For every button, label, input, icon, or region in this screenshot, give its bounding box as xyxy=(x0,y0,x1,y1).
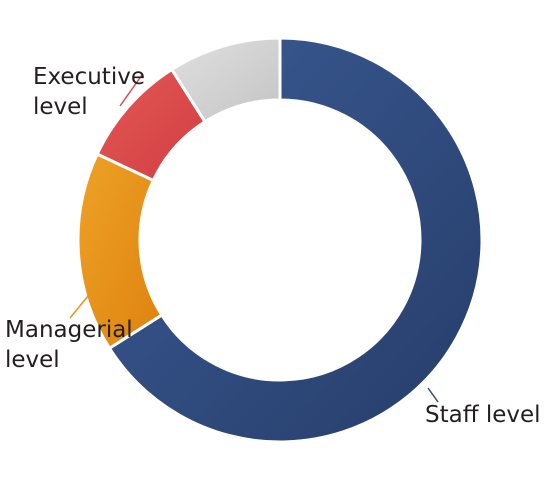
leader-line-staff-level xyxy=(427,387,439,403)
label-staff-level: Staff level xyxy=(425,402,541,428)
leader-lines xyxy=(69,74,439,403)
slice-staff-level xyxy=(107,36,484,444)
slice-other xyxy=(169,36,282,124)
leader-line-managerial-level xyxy=(69,295,89,319)
label-line: level xyxy=(33,94,88,120)
slice-labels: Staff level Managerial level Executive level xyxy=(5,64,541,428)
label-executive-level: Executive level xyxy=(33,64,145,120)
donut-slices xyxy=(76,36,484,444)
label-line: Staff level xyxy=(425,402,541,428)
label-managerial-level: Managerial level xyxy=(5,317,133,373)
label-line: Managerial xyxy=(5,317,133,343)
leader-line-executive-level xyxy=(119,74,143,107)
label-line: level xyxy=(5,347,60,373)
label-line: Executive xyxy=(33,64,145,90)
